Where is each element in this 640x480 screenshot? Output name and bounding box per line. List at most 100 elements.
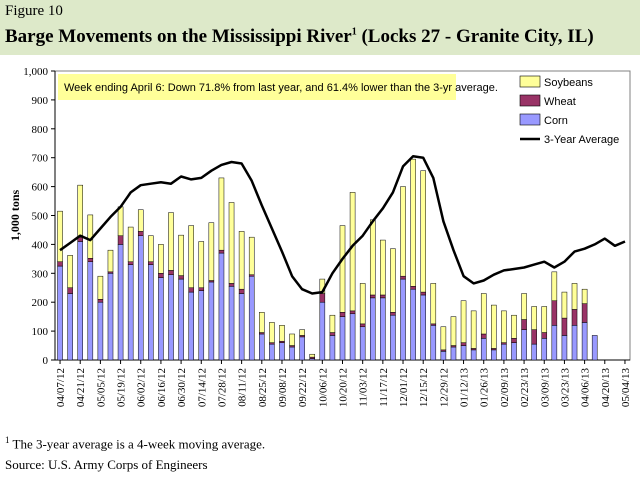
bar-soybeans <box>127 226 134 262</box>
bar-soybeans <box>551 271 558 302</box>
x-tick-label: 04/21/12 <box>75 368 87 407</box>
x-tick-label: 01/26/13 <box>479 368 491 408</box>
bar-corn <box>259 333 265 361</box>
bar-soybeans <box>581 288 588 304</box>
bar-soybeans <box>168 212 174 271</box>
bar-corn <box>329 335 336 361</box>
bar-corn <box>349 313 356 361</box>
figure-title-footnote-mark: 1 <box>351 26 357 38</box>
bar-corn <box>450 346 457 361</box>
bar-corn <box>299 336 305 361</box>
bar-wheat <box>410 286 416 290</box>
bar-wheat <box>581 303 588 323</box>
bar-soybeans <box>309 353 316 358</box>
bar-corn <box>238 293 245 361</box>
bar-soybeans <box>279 325 285 342</box>
footnote-text: The 3-year average is a 4-week moving av… <box>9 436 266 452</box>
bar-corn <box>178 278 184 361</box>
legend-swatch-wheat <box>519 94 541 107</box>
y-tick-label: 600 <box>32 182 49 194</box>
bar-corn <box>97 301 104 361</box>
bar-corn <box>400 278 406 361</box>
bar-corn <box>269 343 275 361</box>
bar-soybeans <box>521 293 527 320</box>
y-tick-label: 1,000 <box>23 66 48 78</box>
x-tick-label: 12/01/12 <box>398 368 410 407</box>
bar-soybeans <box>420 170 426 293</box>
x-tick-label: 04/06/13 <box>580 368 592 408</box>
bar-soybeans <box>460 300 467 343</box>
bar-wheat <box>67 287 73 294</box>
bar-wheat <box>218 249 225 254</box>
x-tick-label: 04/20/13 <box>600 368 612 408</box>
x-tick-label: 06/30/12 <box>176 368 188 407</box>
bar-corn <box>127 264 134 361</box>
bar-corn <box>168 274 174 361</box>
bar-soybeans <box>107 249 114 273</box>
figure-title: Barge Movements on the Mississippi River… <box>5 26 594 48</box>
x-tick-label: 09/08/12 <box>277 368 289 407</box>
bar-corn <box>551 325 558 361</box>
x-tick-label: 03/09/13 <box>539 368 551 408</box>
bar-wheat <box>148 261 154 265</box>
bar-wheat <box>339 312 346 317</box>
bar-corn <box>339 316 346 361</box>
bar-soybeans <box>289 333 295 346</box>
bar-corn <box>369 297 376 361</box>
bar-wheat <box>329 332 336 336</box>
three-year-average-line <box>59 155 626 295</box>
bar-soybeans <box>228 202 235 284</box>
x-tick-label: 08/11/12 <box>237 368 249 407</box>
bar-wheat <box>178 275 184 280</box>
y-tick-label: 400 <box>32 239 49 251</box>
bar-corn <box>430 325 437 361</box>
bar-wheat <box>198 287 205 291</box>
bar-corn <box>460 345 467 361</box>
bar-corn <box>188 291 194 361</box>
x-tick-label: 10/06/12 <box>317 368 329 407</box>
bar-corn <box>420 294 426 361</box>
bar-wheat <box>531 329 537 345</box>
bar-corn <box>440 351 447 361</box>
bar-wheat <box>97 299 104 303</box>
bar-corn <box>359 326 366 361</box>
bar-soybeans <box>390 248 396 313</box>
x-tick-label: 01/12/13 <box>459 368 471 408</box>
source-note: Source: U.S. Army Corps of Engineers <box>5 457 208 472</box>
bar-corn <box>77 241 83 361</box>
x-tick-label: 10/20/12 <box>338 368 350 407</box>
legend-swatch-soybeans <box>519 75 541 88</box>
bar-corn <box>137 235 144 361</box>
bar-corn <box>541 338 548 361</box>
bar-soybeans <box>369 219 376 296</box>
bar-wheat <box>359 323 366 328</box>
bar-corn <box>319 301 326 361</box>
bar-corn <box>289 346 295 361</box>
bar-corn <box>117 244 124 361</box>
bar-soybeans <box>97 275 104 300</box>
bar-corn <box>581 322 588 361</box>
bar-soybeans <box>137 209 144 232</box>
bar-corn <box>501 343 507 361</box>
bar-corn <box>521 329 527 361</box>
bar-soybeans <box>480 293 487 335</box>
bar-soybeans <box>198 241 205 288</box>
x-tick-label: 02/23/13 <box>519 368 531 408</box>
x-tick-label: 06/16/12 <box>156 368 168 407</box>
bar-wheat <box>400 275 406 280</box>
bar-wheat <box>521 319 527 330</box>
bar-soybeans <box>511 314 517 339</box>
bar-soybeans <box>561 291 568 319</box>
x-tick-label: 05/05/12 <box>95 368 107 407</box>
bar-corn <box>480 338 487 361</box>
bar-wheat <box>480 333 487 339</box>
bar-soybeans <box>380 239 386 296</box>
bar-wheat <box>127 261 134 265</box>
figure-label: Figure 10 <box>5 3 63 19</box>
bar-corn <box>67 293 73 361</box>
bar-soybeans <box>178 234 184 276</box>
bar-soybeans <box>501 310 507 343</box>
x-tick-label: 11/17/12 <box>378 368 390 407</box>
bar-corn <box>561 335 568 361</box>
x-tick-label: 03/23/13 <box>559 368 571 408</box>
